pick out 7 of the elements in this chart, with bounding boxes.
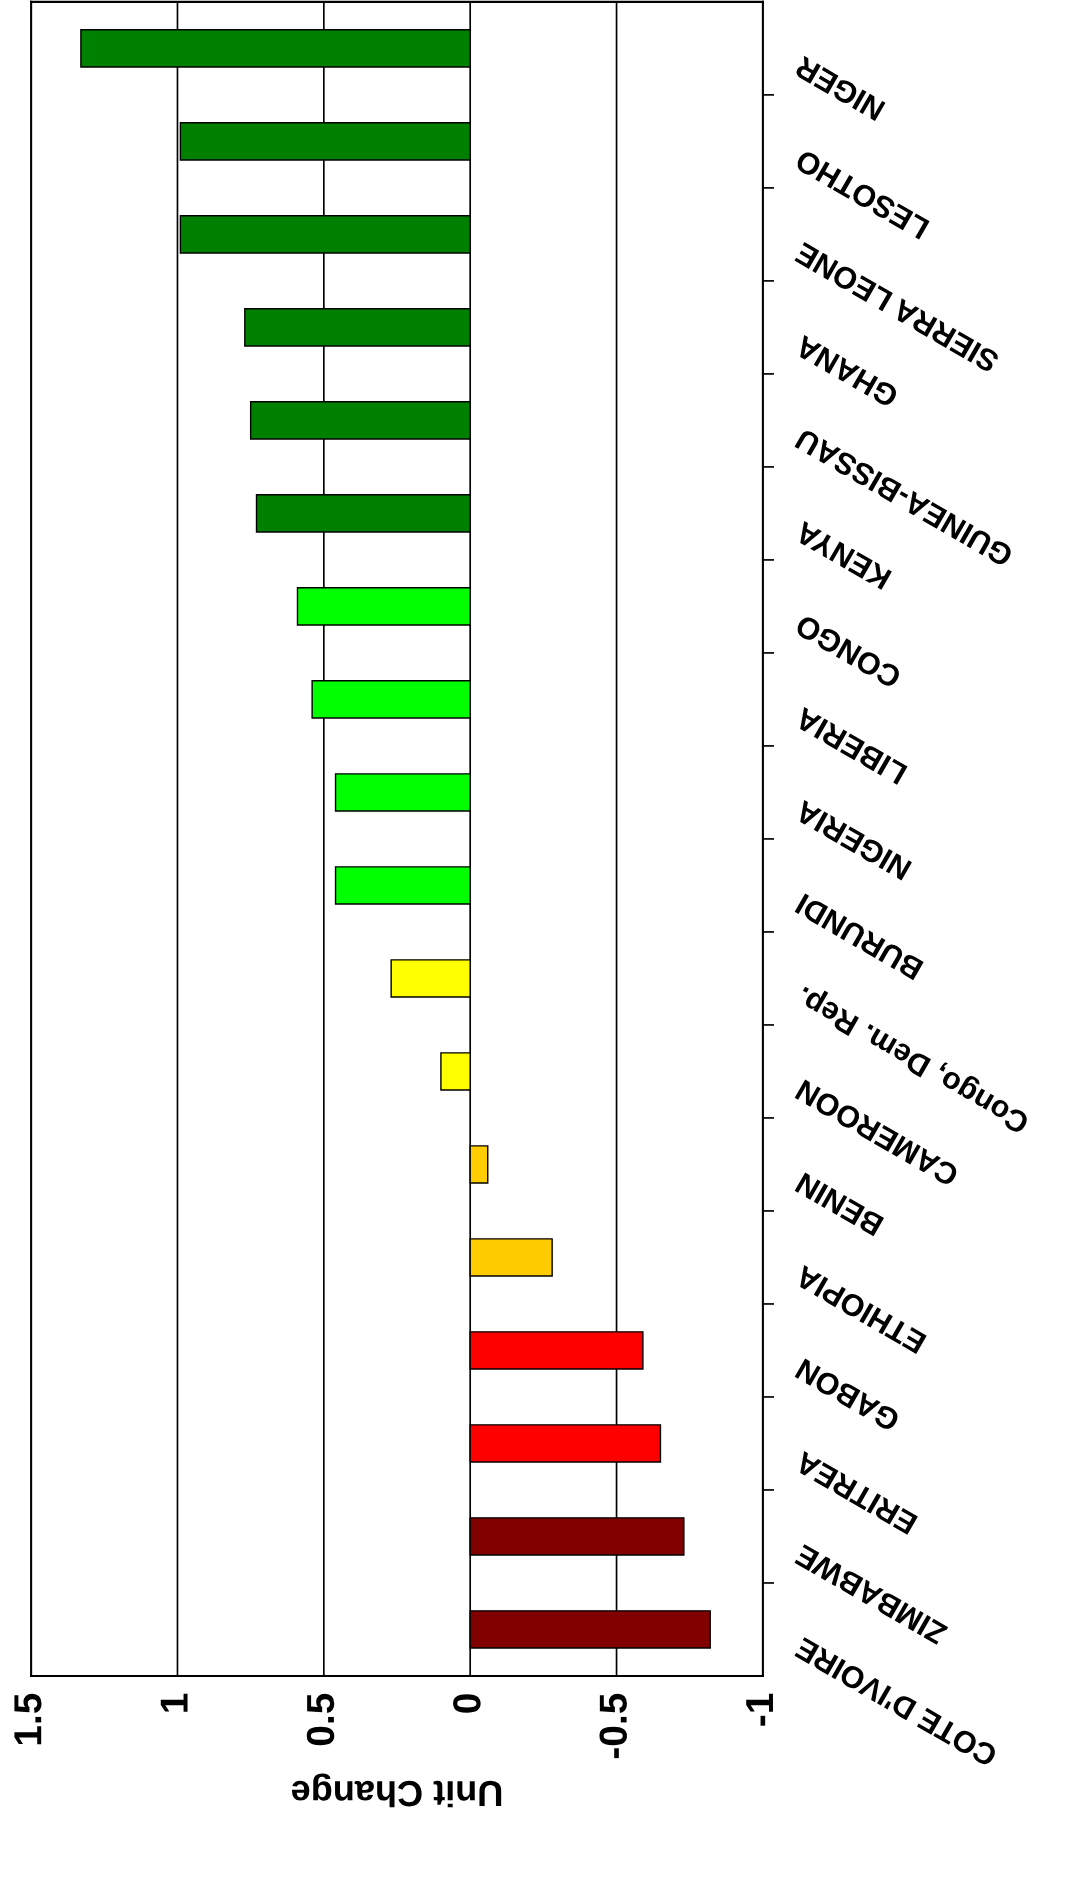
x-tick-label: 0 <box>453 1694 481 1713</box>
x-tick-label: -0.5 <box>599 1693 627 1759</box>
x-tick-label: 1.5 <box>14 1693 42 1745</box>
x-tick-label: 0.5 <box>306 1693 335 1746</box>
x-tick-label: 1 <box>160 1693 188 1712</box>
x-axis-title: Unit Change <box>291 1773 502 1808</box>
x-tick-label: -1 <box>746 1693 773 1726</box>
